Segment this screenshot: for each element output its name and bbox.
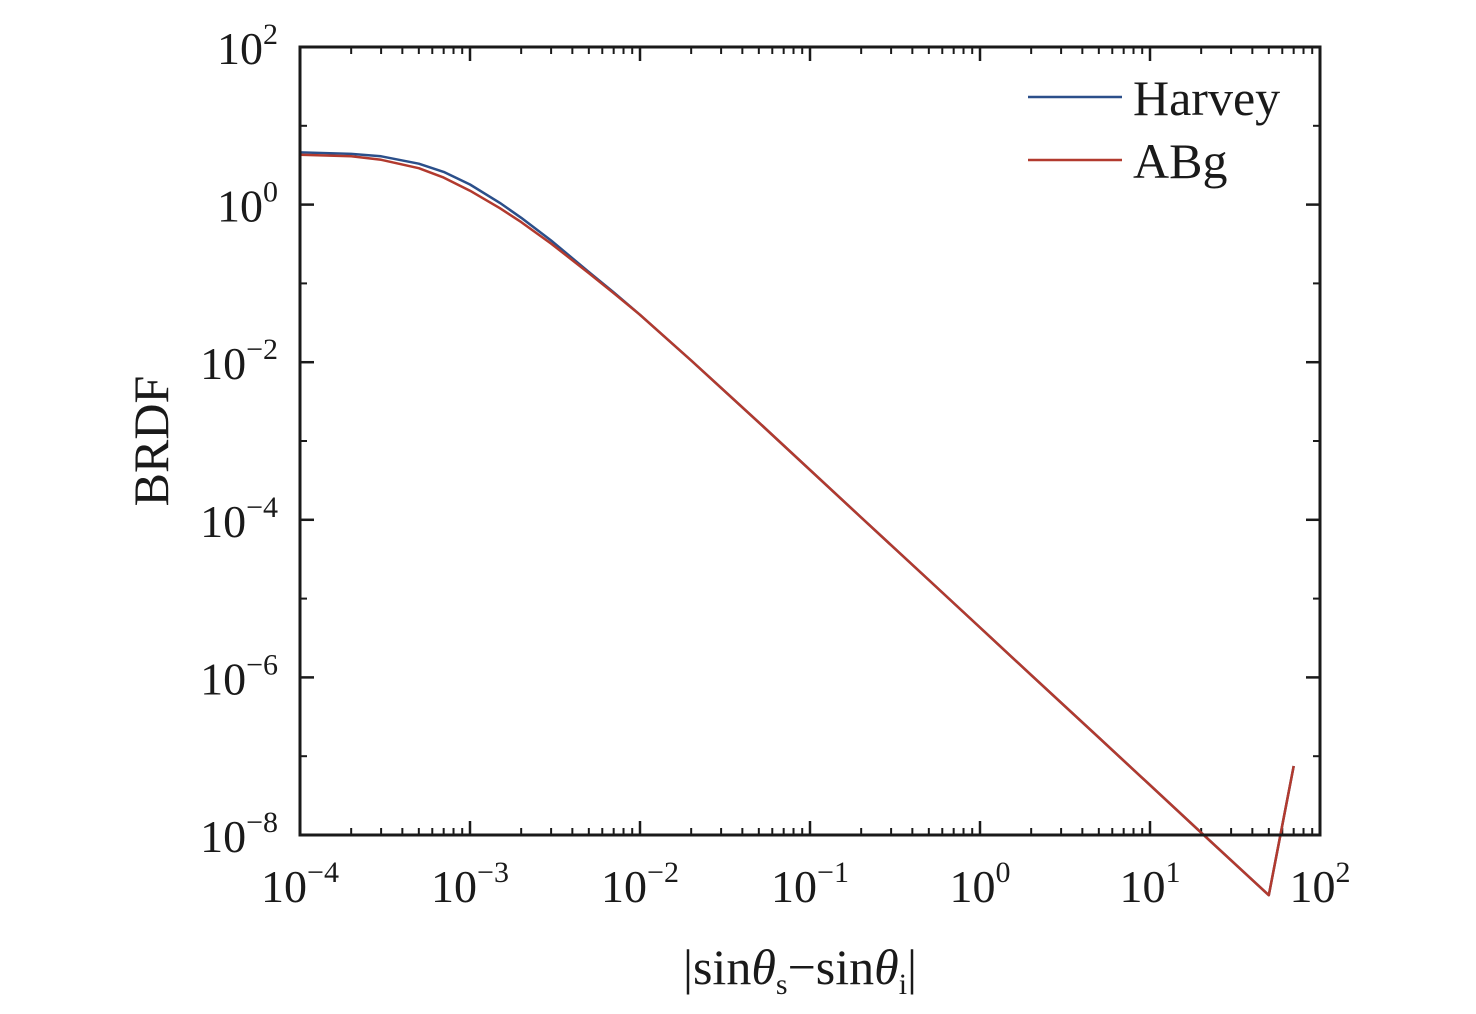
x-axis-title-sub-i: i: [899, 968, 907, 1001]
x-tick-label: 10−2: [601, 856, 679, 912]
x-axis-title-suffix: |: [907, 939, 917, 995]
x-tick-label: 10−3: [431, 856, 509, 912]
x-axis-title-middle: −sin: [788, 939, 875, 995]
legend-label-abg: ABg: [1133, 133, 1227, 189]
x-tick-label: 100: [950, 856, 1011, 912]
plot-frame: [298, 45, 1322, 837]
y-tick-labels: 10−8 10−6 10−4 10−2 100 102: [200, 18, 278, 862]
series-line-abg: [299, 153, 1295, 897]
y-tick-label: 10−6: [200, 648, 278, 704]
x-axis-title-theta-s: θ: [751, 939, 776, 995]
x-axis-title-prefix: |sin: [683, 939, 751, 995]
x-tick-label: 102: [1290, 856, 1351, 912]
y-tick-label: 102: [217, 18, 278, 74]
x-axis-title-sub-s: s: [776, 968, 788, 1001]
legend-label-harvey: Harvey: [1133, 70, 1280, 126]
series-line-harvey: [299, 151, 1295, 897]
x-tick-label: 10−1: [771, 856, 849, 912]
x-tick-labels: 10−4 10−3 10−2 10−1 100 101 102: [261, 856, 1350, 912]
x-axis-title-theta-i: θ: [874, 939, 899, 995]
series-layer: [299, 151, 1295, 897]
y-tick-label: 10−8: [200, 806, 278, 862]
legend: Harvey ABg: [1028, 70, 1280, 189]
y-tick-label: 10−2: [200, 333, 278, 389]
x-tick-label: 10−4: [261, 856, 339, 912]
y-tick-label: 100: [217, 176, 278, 232]
y-axis-title: BRDF: [123, 376, 179, 507]
x-axis-title: |sinθs−sinθi|: [683, 939, 917, 1001]
x-tick-label: 101: [1120, 856, 1181, 912]
y-tick-label: 10−4: [200, 491, 278, 547]
